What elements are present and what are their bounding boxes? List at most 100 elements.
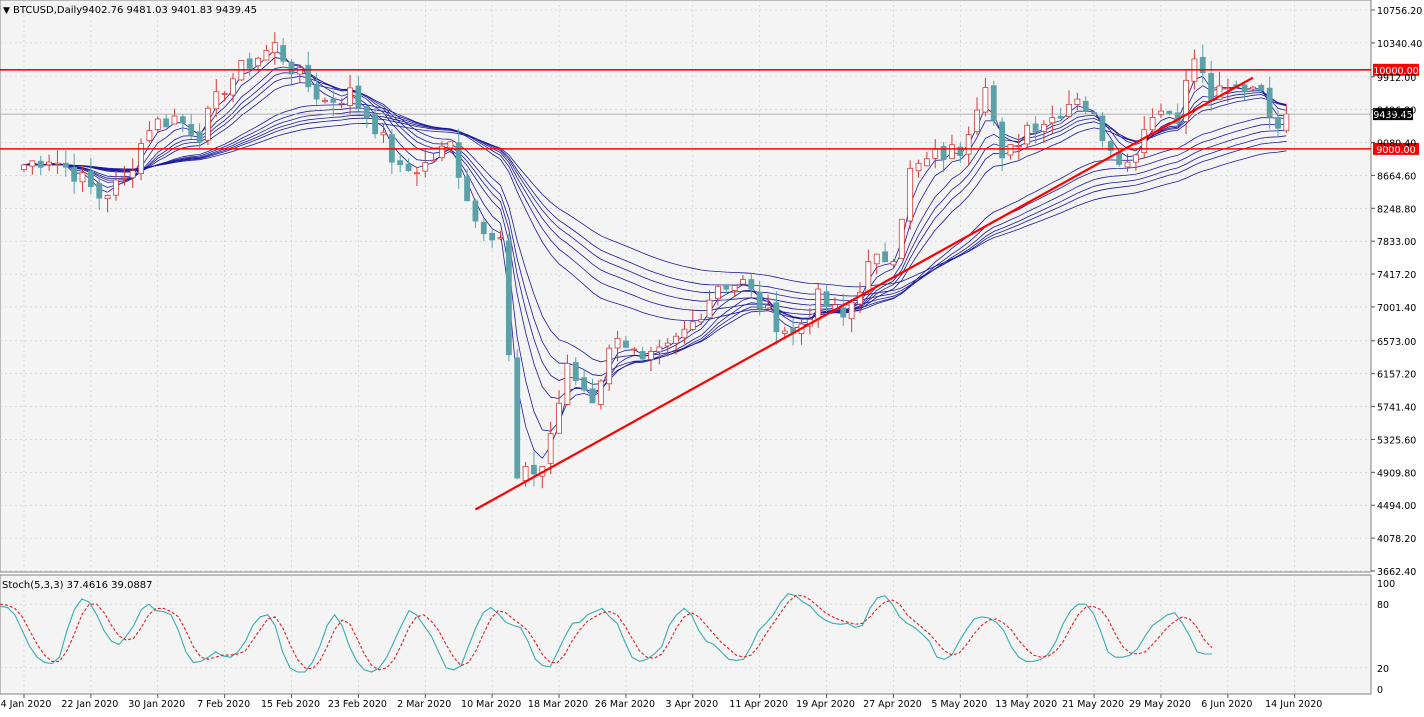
candle-body: [405, 163, 412, 171]
candle-body: [489, 232, 496, 241]
candle-body: [564, 362, 571, 405]
candle-body: [982, 87, 989, 113]
candle-body: [213, 91, 220, 110]
ema-line: [23, 103, 1287, 322]
candle-body: [840, 307, 847, 318]
candle-body: [873, 253, 880, 265]
candle-body: [1107, 141, 1114, 151]
candle-body: [923, 158, 930, 167]
candle-body: [572, 362, 579, 381]
candle-body: [296, 67, 303, 75]
current-price-label: 9439.45: [1373, 110, 1412, 121]
ema-line: [23, 71, 1287, 385]
price-tick-label: 7001.40: [1377, 303, 1416, 314]
candle-body: [447, 141, 454, 149]
price-tick-label: 9912.00: [1377, 73, 1416, 84]
candle-body: [623, 340, 629, 348]
candle-body: [915, 162, 922, 172]
candle-body: [1199, 56, 1206, 74]
candle-body: [1082, 100, 1089, 112]
candle-body: [907, 167, 914, 222]
price-level-tag: [1373, 63, 1419, 76]
candle-body: [1116, 152, 1123, 165]
candle-body: [79, 172, 86, 183]
candle-body: [505, 240, 512, 356]
time-tick-label: 15 Feb 2020: [261, 699, 320, 710]
candle-body: [756, 291, 763, 310]
candle-body: [1275, 117, 1281, 129]
price-level-label: 9000.00: [1376, 145, 1415, 156]
ema-line: [23, 122, 1287, 288]
candle-body: [547, 433, 554, 464]
trendline-layer: [474, 76, 1254, 511]
candle-body: [823, 291, 830, 308]
candle-body: [146, 130, 153, 141]
horizontal-levels: 10000.00 9000.00 9439.45: [0, 63, 1419, 156]
candle-body: [1057, 115, 1064, 119]
candle-body: [698, 319, 705, 323]
time-tick-label: 14 Jan 2020: [0, 699, 51, 710]
candle-body: [230, 78, 236, 96]
price-tick-label: 4909.80: [1377, 468, 1416, 479]
candle-body: [606, 347, 613, 385]
stoch-tick-label: 100: [1377, 579, 1395, 590]
main-plot-area[interactable]: [0, 0, 1372, 573]
time-tick-label: 21 May 2020: [1062, 699, 1124, 710]
candle-body: [815, 288, 822, 320]
price-tick-label: 10756.20: [1377, 6, 1422, 17]
candle-body: [673, 335, 679, 344]
candle-body: [656, 346, 663, 353]
ema-line: [23, 57, 1287, 432]
candle-body: [138, 143, 144, 175]
candle-body: [255, 57, 261, 67]
candle-body: [1024, 124, 1031, 145]
candle-body: [1266, 87, 1273, 118]
candle-body: [748, 279, 755, 290]
time-tick-label: 19 Apr 2020: [796, 699, 855, 710]
candle-body: [773, 302, 780, 333]
ema-line: [23, 111, 1287, 306]
candle-body: [898, 218, 905, 259]
time-tick-label: 13 May 2020: [995, 699, 1057, 710]
candle-body: [848, 302, 855, 320]
ema-line: [23, 107, 1287, 312]
candle-body: [706, 299, 713, 319]
candle-body: [422, 162, 429, 172]
candle-body: [974, 109, 980, 133]
price-tick-label: 6573.00: [1377, 337, 1416, 348]
time-tick-label: 27 Apr 2020: [863, 699, 922, 710]
candle-body: [1166, 110, 1173, 115]
menu-triangle-icon[interactable]: ▼: [3, 6, 10, 16]
candle-body: [1283, 113, 1290, 132]
candle-body: [37, 160, 44, 168]
stoch-plot-area[interactable]: [0, 574, 1372, 695]
candle-body: [288, 61, 295, 75]
candle-body: [305, 64, 312, 88]
time-tick-label: 11 Apr 2020: [729, 699, 788, 710]
candle-body: [581, 377, 588, 391]
candle-body: [589, 388, 596, 404]
candle-body: [497, 237, 504, 240]
candle-body: [1241, 84, 1248, 93]
candle-body: [430, 159, 437, 162]
stoch-tick-label: 80: [1377, 600, 1389, 611]
candle-body: [781, 330, 788, 334]
time-tick-label: 7 Feb 2020: [197, 699, 250, 710]
candle-body: [46, 161, 52, 166]
ohlc-readout: 9402.76 9481.03 9401.83 9439.45: [82, 5, 257, 16]
ema-line: [23, 75, 1287, 377]
candle-body: [54, 162, 61, 165]
candle-body: [648, 351, 654, 360]
candle-body: [1015, 145, 1022, 148]
candle-body: [965, 134, 972, 155]
candle-body: [1132, 154, 1139, 163]
candle-body: [313, 83, 320, 100]
time-tick-label: 30 Jan 2020: [128, 699, 185, 710]
candle-body: [1183, 79, 1189, 122]
stoch-tick-label: 0: [1377, 685, 1383, 696]
candle-body: [129, 170, 136, 179]
candle-body: [731, 285, 738, 291]
candle-body: [271, 42, 278, 54]
candle-body: [280, 45, 287, 62]
candle-body: [865, 261, 872, 294]
